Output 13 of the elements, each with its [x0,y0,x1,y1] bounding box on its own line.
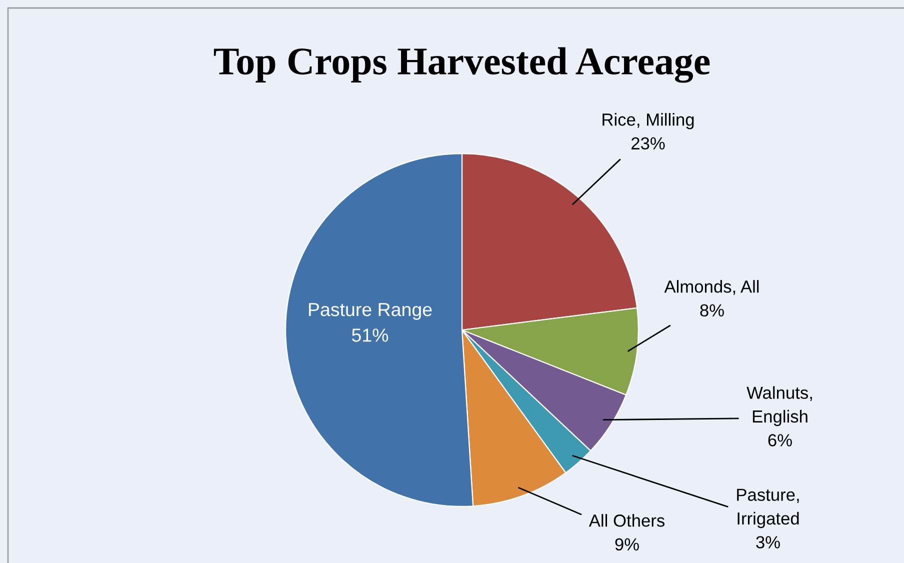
data-label: 6% [768,434,792,446]
data-label: 51% [352,328,388,342]
slice-label: All Others [588,514,664,527]
data-label: 8% [700,304,724,317]
slice-label: Walnuts, English [746,386,812,426]
data-label: 3% [756,536,780,548]
slice-label: Pasture Range [309,303,432,320]
slice-label: Pasture, Irrigated [737,488,799,528]
slice-label: Almonds, All [664,280,759,295]
chart-title: Top Crops Harvested Acreage [214,47,710,83]
data-label: 9% [615,538,639,551]
data-label: 23% [632,137,665,150]
slice-label: Rice, Milling [602,113,694,130]
